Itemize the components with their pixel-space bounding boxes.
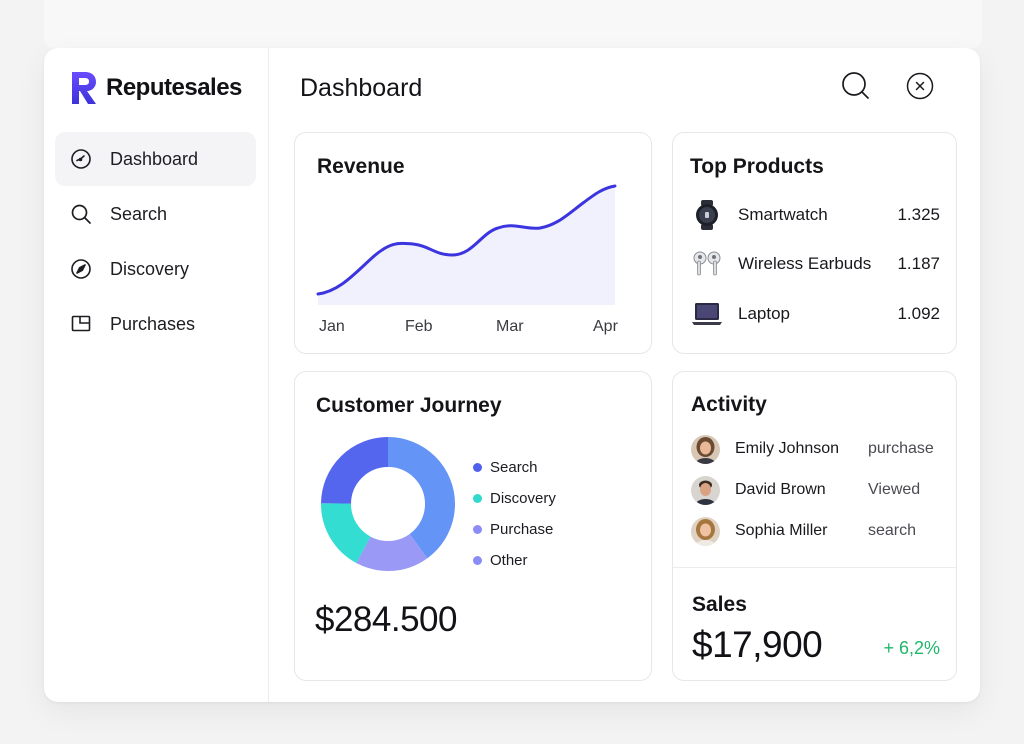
smartwatch-icon (691, 199, 723, 231)
card-title: Customer Journey (316, 394, 502, 417)
sidebar-item-label: Purchases (110, 313, 196, 334)
product-value: 1.092 (897, 304, 940, 323)
search-icon (842, 72, 869, 99)
legend-label: Purchase (490, 521, 554, 538)
sales-value: $17,900 (692, 624, 823, 665)
activity-name: Emily Johnson (735, 440, 840, 457)
month-label: Jan (319, 318, 345, 335)
sidebar-item-label: Discovery (110, 258, 190, 279)
customer-journey-card: Customer Journey Search Discovery Purcha… (294, 371, 652, 681)
sidebar-item-label: Dashboard (110, 148, 199, 169)
month-label: Apr (593, 318, 618, 335)
legend-dot (473, 525, 482, 534)
product-row[interactable]: Smartwatch 1.325 (691, 195, 940, 235)
donut-segments (321, 437, 455, 571)
product-name: Smartwatch (738, 205, 828, 224)
legend-item: Other (473, 545, 556, 576)
laptop-icon (691, 298, 723, 330)
page-title: Dashboard (300, 74, 423, 102)
header-search-button[interactable] (840, 70, 872, 102)
legend-label: Other (490, 552, 528, 569)
revenue-chart (316, 184, 617, 305)
app-window: Reputesales Dashboard (44, 48, 980, 702)
donut-segment-discovery (321, 437, 455, 571)
month-label: Feb (405, 318, 433, 335)
close-icon (906, 72, 934, 100)
brand-name: Reputesales (106, 74, 242, 101)
product-name: Wireless Earbuds (738, 254, 872, 273)
donut-segment-purchase (321, 437, 455, 571)
activity-row[interactable]: Sophia Miller search (691, 513, 940, 549)
legend-dot (473, 494, 482, 503)
avatar (691, 475, 720, 505)
legend-dot (473, 556, 482, 565)
legend-label: Discovery (490, 490, 556, 507)
activity-card: Activity Emily Johnson purchase (672, 371, 957, 681)
product-row[interactable]: Laptop 1.092 (691, 294, 940, 334)
avatar (691, 516, 720, 546)
legend-label: Search (490, 459, 538, 476)
avatar (691, 434, 720, 464)
card-title: Revenue (317, 155, 405, 178)
journey-legend: Search Discovery Purchase Other (473, 452, 556, 576)
gauge-icon (69, 147, 93, 171)
card-title: Top Products (690, 155, 824, 178)
journey-donut-chart (321, 437, 455, 571)
sales-change-badge: + 6,2% (883, 638, 940, 658)
activity-action: search (868, 522, 917, 539)
top-strip (44, 0, 982, 48)
sales-title: Sales (692, 593, 747, 616)
logo-icon (72, 72, 96, 104)
header-close-button[interactable] (904, 70, 936, 102)
sidebar-item-search[interactable]: Search (55, 187, 256, 241)
month-label: Mar (496, 318, 524, 335)
product-value: 1.187 (897, 254, 940, 273)
legend-item: Discovery (473, 483, 556, 514)
product-name: Laptop (738, 304, 790, 323)
brand[interactable]: Reputesales (70, 70, 242, 106)
sidebar-item-dashboard[interactable]: Dashboard (55, 132, 256, 186)
sidebar-item-purchases[interactable]: Purchases (55, 297, 256, 351)
compass-icon (69, 257, 93, 281)
journey-total: $284.500 (315, 600, 457, 639)
sidebar-item-label: Search (110, 203, 168, 224)
activity-name: Sophia Miller (735, 522, 828, 539)
sidebar-nav: Dashboard Search Discove (55, 132, 256, 352)
product-value: 1.325 (897, 205, 940, 224)
legend-item: Search (473, 452, 556, 483)
receipt-icon (69, 312, 93, 336)
top-products-card: Top Products Smartwatch 1.325 (672, 132, 957, 354)
earbuds-icon (691, 248, 723, 280)
sidebar: Reputesales Dashboard (44, 48, 269, 702)
legend-dot (473, 463, 482, 472)
activity-row[interactable]: David Brown Viewed (691, 472, 940, 508)
donut-segment-search (321, 437, 455, 571)
divider (673, 567, 956, 568)
activity-action: Viewed (868, 481, 921, 498)
sidebar-item-discovery[interactable]: Discovery (55, 242, 256, 296)
activity-name: David Brown (735, 481, 826, 498)
revenue-area (318, 186, 615, 305)
revenue-line (316, 184, 617, 296)
activity-row[interactable]: Emily Johnson purchase (691, 431, 940, 467)
product-row[interactable]: Wireless Earbuds 1.187 (691, 244, 940, 284)
card-title: Activity (691, 393, 767, 416)
revenue-card: Revenue Jan Feb Mar Apr (294, 132, 652, 354)
search-icon (69, 202, 93, 226)
activity-action: purchase (868, 440, 934, 457)
legend-item: Purchase (473, 514, 556, 545)
